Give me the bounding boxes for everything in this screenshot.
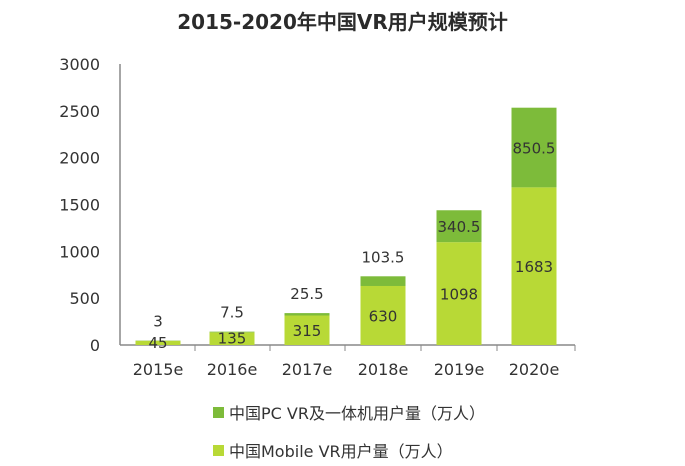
bar-pc-vr (436, 210, 482, 243)
bar-pc-vr (209, 331, 255, 333)
x-tick-label: 2018e (358, 360, 409, 379)
legend-label-mobile-vr: 中国Mobile VR用户量（万人） (229, 442, 453, 461)
bar-mobile-vr (511, 187, 557, 345)
bars (135, 107, 557, 345)
bar-pc-vr (360, 276, 406, 286)
y-tick-label: 0 (90, 336, 100, 355)
chart-title: 2015-2020年中国VR用户规模预计 (177, 10, 508, 34)
data-label-pc-vr: 3 (153, 313, 163, 331)
y-tick-label: 500 (69, 289, 100, 308)
bar-mobile-vr (436, 242, 482, 345)
y-tick-label: 2500 (59, 102, 100, 121)
legend-swatch-mobile-vr (213, 444, 224, 456)
legend-swatch-pc-vr (213, 406, 224, 418)
data-label-mobile-vr: 45 (148, 334, 167, 352)
data-label-mobile-vr: 135 (218, 330, 247, 348)
x-tick-label: 2016e (207, 360, 258, 379)
legend-item-pc-vr: 中国PC VR及一体机用户量（万人） (213, 400, 485, 424)
bar-mobile-vr (360, 285, 406, 345)
data-label-pc-vr: 25.5 (290, 285, 323, 303)
bar-pc-vr (284, 313, 330, 316)
legend-item-mobile-vr: 中国Mobile VR用户量（万人） (213, 438, 453, 462)
data-label-mobile-vr: 315 (293, 322, 322, 340)
data-label-mobile-vr: 630 (369, 307, 398, 325)
data-label-pc-vr: 340.5 (438, 218, 481, 236)
x-tick-label: 2020e (509, 360, 560, 379)
data-label-mobile-vr: 1683 (515, 258, 553, 276)
labels: 45 3 135 7.5 315 25.5 630 103.5 1098 340.5 1683 850… (148, 140, 555, 352)
y-tick-label: 1500 (59, 196, 100, 215)
y-tick-label: 1000 (59, 242, 100, 261)
bar-mobile-vr (284, 315, 330, 345)
y-tick-label: 3000 (59, 55, 100, 74)
data-label-pc-vr: 850.5 (513, 140, 556, 158)
bar-pc-vr (511, 107, 557, 188)
x-tick-label: 2019e (434, 360, 485, 379)
data-label-pc-vr: 103.5 (362, 248, 405, 266)
stacked-bar-chart: 0 500 1000 1500 2000 2500 3000 2015e 2016e 2017e 2… (59, 55, 576, 379)
data-label-mobile-vr: 1098 (440, 286, 478, 304)
legend-label-pc-vr: 中国PC VR及一体机用户量（万人） (229, 404, 485, 423)
bar-mobile-vr (209, 332, 255, 345)
data-label-pc-vr: 7.5 (220, 304, 244, 322)
bar-mobile-vr (135, 340, 181, 345)
y-tick-label: 2000 (59, 149, 100, 168)
axes: 0 500 1000 1500 2000 2500 3000 2015e 2016e 2017e 2… (59, 55, 576, 379)
x-tick-label: 2015e (133, 360, 184, 379)
x-tick-label: 2017e (282, 360, 333, 379)
